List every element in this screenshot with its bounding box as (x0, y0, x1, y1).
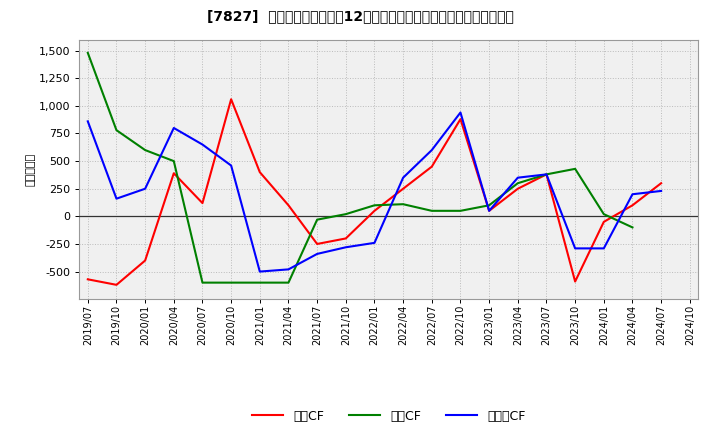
Legend: 営業CF, 投資CF, フリーCF: 営業CF, 投資CF, フリーCF (247, 405, 531, 428)
Text: [7827]  キャッシュフローの12か月移動合計の対前年同期増減額の推移: [7827] キャッシュフローの12か月移動合計の対前年同期増減額の推移 (207, 9, 513, 23)
Y-axis label: （百万円）: （百万円） (26, 153, 36, 186)
